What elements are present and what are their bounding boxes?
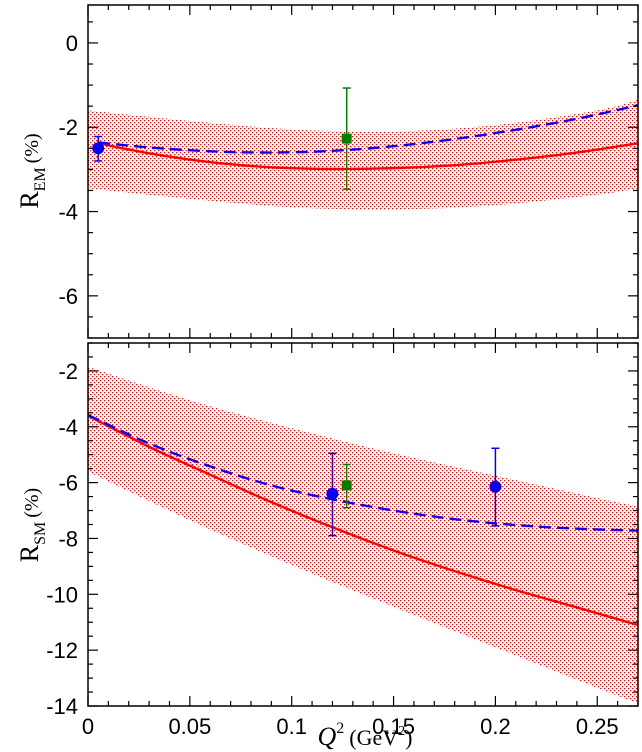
marker-square xyxy=(341,480,352,491)
x-tick-label: 0.2 xyxy=(480,714,511,739)
rsm-data-points xyxy=(326,447,502,537)
panel-rem: 0 -2 -4 -6 REM (%) xyxy=(15,4,639,339)
rsm-solid-curve xyxy=(88,414,638,627)
y-tick-label: 0 xyxy=(66,31,78,56)
rsm-x-ticks: 0 0.05 0.1 0.15 0.2 0.25 xyxy=(82,343,639,739)
rem-ylabel-sub: EM xyxy=(32,167,49,191)
panel-rsm: -2 -4 -6 -8 -10 -12 -14 0 0.05 0.1 0.15 0.2 0.25 RS… xyxy=(15,342,639,751)
rem-ylabel-main: R xyxy=(15,191,44,209)
xlabel-unit-sup: 2 xyxy=(398,724,405,739)
data-point-blue-circle-1 xyxy=(326,452,339,537)
x-tick-label: 0.1 xyxy=(276,714,307,739)
rem-uncertainty-band xyxy=(88,99,638,210)
y-tick-label: -14 xyxy=(46,694,78,719)
marker-circle xyxy=(92,142,105,155)
xlabel-sup: 2 xyxy=(336,720,344,737)
y-tick-label: -8 xyxy=(58,526,78,551)
marker-circle xyxy=(489,480,502,493)
x-tick-label: 0.05 xyxy=(168,714,211,739)
data-point-blue-circle xyxy=(92,135,105,162)
y-tick-label: -2 xyxy=(58,359,78,384)
rsm-ylabel-unit: (%) xyxy=(21,488,43,518)
rsm-ylabel-sub: SM xyxy=(32,522,49,545)
x-tick-label: 0.25 xyxy=(576,714,619,739)
marker-square xyxy=(341,133,352,144)
rem-solid-curve xyxy=(97,142,638,171)
xlabel-unit-pre: (GeV xyxy=(349,725,398,750)
y-tick-label: -2 xyxy=(58,115,78,140)
rsm-dashed-curve xyxy=(88,413,638,532)
rsm-ylabel-main: R xyxy=(15,544,44,562)
x-axis-title: Q2 (GeV2) xyxy=(318,720,413,751)
marker-circle xyxy=(326,487,339,500)
xlabel-unit-post: ) xyxy=(405,725,412,750)
data-point-green-square xyxy=(341,87,352,190)
rem-dashed-curve xyxy=(98,104,638,154)
rem-data-points xyxy=(92,87,352,190)
y-tick-label: -4 xyxy=(58,200,78,225)
y-tick-label: -6 xyxy=(58,284,78,309)
x-tick-label: 0 xyxy=(82,714,94,739)
data-point-green-square xyxy=(341,463,352,509)
rsm-y-axis-title: RSM (%) xyxy=(15,488,49,562)
rsm-uncertainty-band xyxy=(88,366,638,704)
data-point-blue-circle-2 xyxy=(489,447,502,527)
rsm-plot-frame xyxy=(87,342,639,707)
rem-ylabel-unit: (%) xyxy=(21,133,43,163)
y-tick-label: -6 xyxy=(58,471,78,496)
y-tick-label: -4 xyxy=(58,415,78,440)
rem-plot-frame xyxy=(87,4,639,339)
xlabel-main: Q xyxy=(318,722,337,751)
rem-y-axis-title: REM (%) xyxy=(15,133,49,208)
y-tick-label: -10 xyxy=(46,582,78,607)
x-tick-label: 0.15 xyxy=(372,714,415,739)
y-tick-label: -12 xyxy=(46,638,78,663)
